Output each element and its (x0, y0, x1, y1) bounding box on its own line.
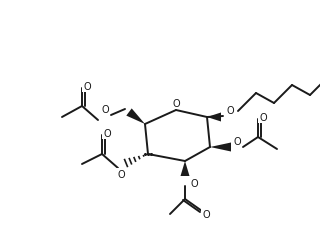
Text: O: O (172, 98, 180, 109)
Polygon shape (210, 143, 231, 152)
Polygon shape (126, 109, 145, 124)
Text: O: O (101, 105, 109, 114)
Text: O: O (117, 169, 125, 179)
Polygon shape (207, 113, 221, 122)
Text: O: O (190, 178, 198, 188)
Text: O: O (259, 112, 267, 123)
Text: O: O (103, 128, 111, 138)
Text: O: O (202, 209, 210, 219)
Text: O: O (233, 136, 241, 146)
Text: O: O (83, 82, 91, 92)
Polygon shape (180, 161, 189, 176)
Text: O: O (226, 106, 234, 115)
